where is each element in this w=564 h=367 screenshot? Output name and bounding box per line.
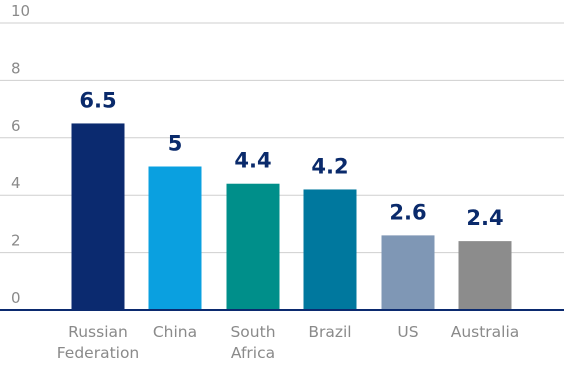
bar — [381, 235, 435, 310]
x-tick-label: Africa — [231, 344, 275, 362]
x-tick-label: Australia — [451, 323, 520, 341]
x-tick-label: Brazil — [308, 323, 351, 341]
data-label: 4.4 — [234, 149, 271, 173]
y-tick-label: 10 — [11, 2, 30, 20]
y-tick-label: 2 — [11, 232, 21, 250]
bars — [71, 123, 512, 310]
bar — [458, 241, 512, 310]
y-tick-label: 0 — [11, 289, 21, 307]
bar — [303, 189, 357, 310]
bar — [148, 166, 202, 310]
data-label: 6.5 — [79, 88, 116, 112]
x-tick-label: South — [230, 323, 275, 341]
data-label: 2.4 — [466, 206, 503, 230]
bar — [71, 123, 125, 310]
x-tick-label: China — [153, 323, 197, 341]
x-tick-label: Federation — [57, 344, 140, 362]
x-tick-label: US — [397, 323, 418, 341]
bar — [226, 183, 280, 310]
y-tick-label: 6 — [11, 117, 21, 135]
y-tick-label: 4 — [11, 174, 21, 192]
data-label: 5 — [168, 132, 183, 156]
data-labels: 6.5 5 4.4 4.2 2.6 2.4 — [79, 88, 503, 230]
x-axis: Russian Federation China South Africa Brazil U… — [0, 309, 564, 362]
data-label: 2.6 — [389, 200, 426, 224]
y-tick-label: 8 — [11, 59, 21, 77]
data-label: 4.2 — [311, 154, 348, 178]
x-tick-label: Russian — [68, 323, 128, 341]
